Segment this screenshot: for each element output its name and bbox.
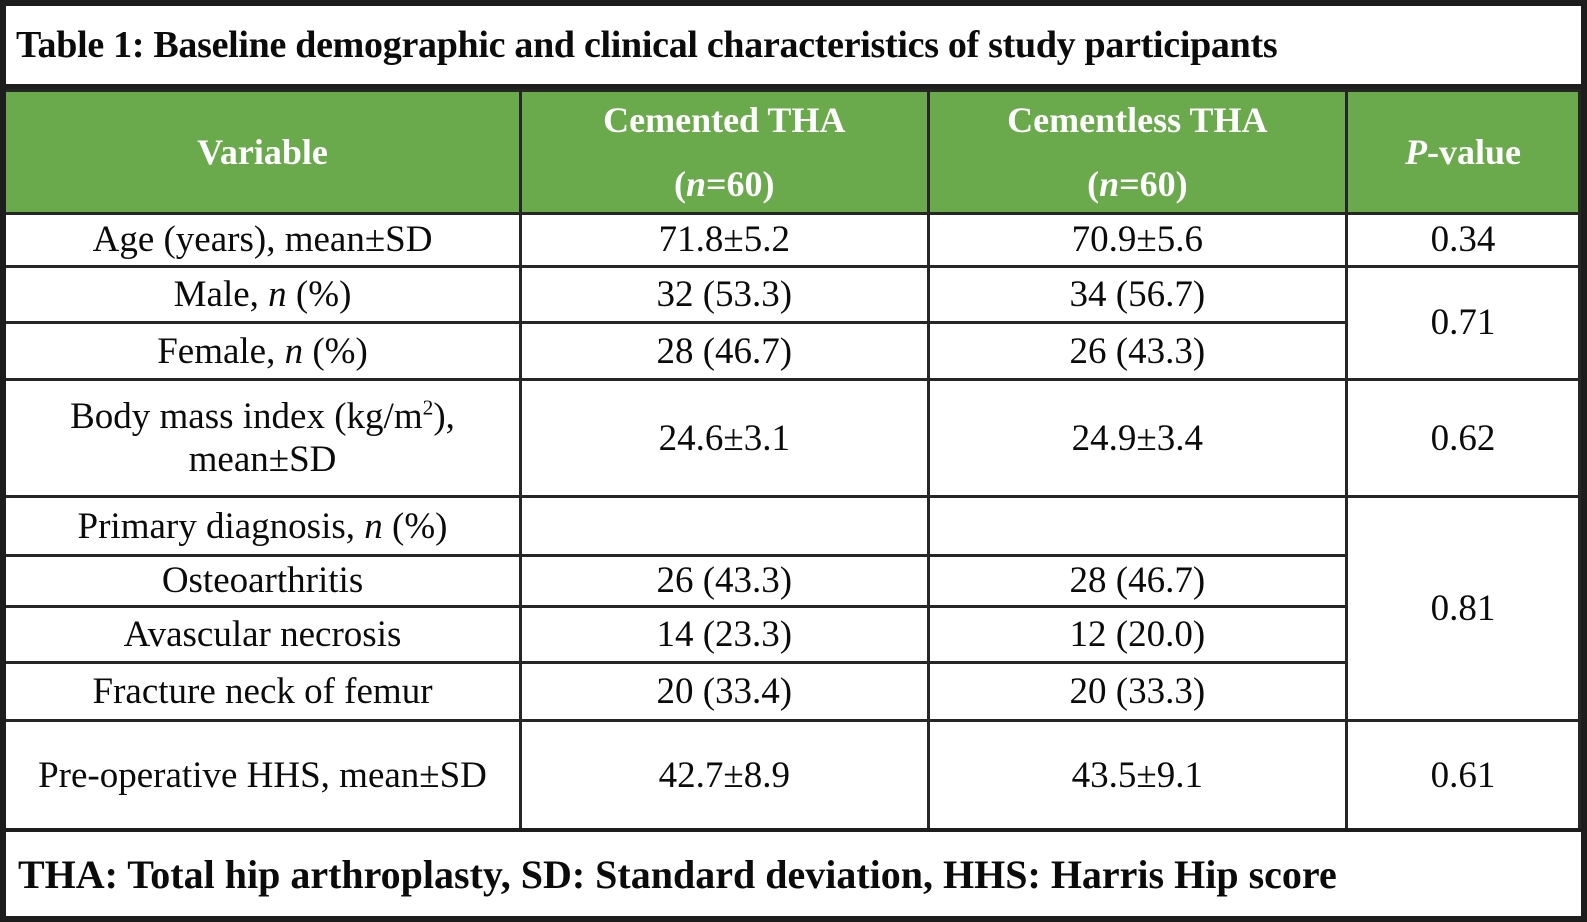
column-header-pvalue: P-value — [1345, 89, 1581, 215]
table-row-age: Age (years), mean±SD 71.8±5.2 70.9±5.6 0… — [6, 212, 1581, 268]
column-header-variable-label: Variable — [197, 132, 328, 172]
cell-cementless-value: 20 (33.3) — [926, 661, 1349, 723]
column-header-cemented-label: Cemented THA — [603, 100, 846, 140]
cell-pvalue: 0.71 — [1345, 264, 1581, 382]
column-header-cementless: Cementless THA (n=60) — [926, 89, 1349, 215]
cell-cementless-value: 26 (43.3) — [926, 321, 1349, 382]
table-row-fracture-neck: Fracture neck of femur 20 (33.4) 20 (33.… — [6, 661, 1580, 723]
table-row-osteoarthritis: Osteoarthritis 26 (43.3) 28 (46.7) — [6, 554, 1580, 608]
cell-variable: Age (years), mean±SD — [6, 212, 523, 268]
cell-cemented-value: 24.6±3.1 — [519, 378, 930, 499]
cell-cemented-value: 32 (53.3) — [519, 264, 930, 325]
table-footnote: THA: Total hip arthroplasty, SD: Standar… — [6, 828, 1581, 916]
table-row-female: Female, n (%) 28 (46.7) 26 (43.3) — [6, 321, 1580, 382]
cell-pvalue: 0.61 — [1345, 719, 1581, 828]
cell-cemented-value: 26 (43.3) — [519, 554, 930, 608]
cell-cemented-value: 14 (23.3) — [519, 604, 930, 665]
cell-cementless-value — [926, 495, 1349, 558]
cell-cementless-value: 28 (46.7) — [926, 554, 1349, 608]
cell-variable: Male, n (%) — [6, 264, 523, 325]
table-row-preop-hhs: Pre-operative HHS, mean±SD 42.7±8.9 43.5… — [6, 719, 1581, 828]
table-row-bmi: Body mass index (kg/m2), mean±SD 24.6±3.… — [6, 378, 1581, 499]
cell-pvalue: 0.81 — [1345, 495, 1581, 723]
cell-variable: Primary diagnosis, n (%) — [6, 495, 523, 558]
superscript: 2 — [422, 395, 434, 420]
cell-cemented-value: 20 (33.4) — [519, 661, 930, 723]
column-header-variable: Variable — [6, 89, 523, 215]
cell-variable: Osteoarthritis — [6, 554, 523, 608]
cell-cementless-value: 24.9±3.4 — [926, 378, 1349, 499]
column-header-cemented-n: (n=60) — [674, 164, 775, 204]
cell-cemented-value: 28 (46.7) — [519, 321, 930, 382]
cell-cemented-value: 42.7±8.9 — [519, 719, 930, 828]
cell-cementless-value: 43.5±9.1 — [926, 719, 1349, 828]
table-row-male: Male, n (%) 32 (53.3) 34 (56.7) 0.71 — [6, 264, 1581, 382]
table-title: Table 1: Baseline demographic and clinic… — [6, 6, 1581, 89]
cell-variable: Body mass index (kg/m2), mean±SD — [6, 378, 523, 499]
cell-cemented-value: 71.8±5.2 — [519, 212, 930, 268]
column-header-cementless-n: (n=60) — [1087, 164, 1188, 204]
cell-variable: Fracture neck of femur — [6, 661, 523, 723]
cell-cementless-value: 34 (56.7) — [926, 264, 1349, 325]
cell-variable: Pre-operative HHS, mean±SD — [6, 719, 523, 828]
cell-variable: Avascular necrosis — [6, 604, 523, 665]
cell-pvalue: 0.62 — [1345, 378, 1581, 499]
cell-cementless-value: 12 (20.0) — [926, 604, 1349, 665]
cell-pvalue: 0.34 — [1345, 212, 1581, 268]
data-table: Variable Cemented THA (n=60) Cementless … — [6, 89, 1581, 828]
cell-cementless-value: 70.9±5.6 — [926, 212, 1349, 268]
cell-cemented-value — [519, 495, 930, 558]
header-row: Variable Cemented THA (n=60) Cementless … — [6, 89, 1581, 215]
column-header-cemented: Cemented THA (n=60) — [519, 89, 930, 215]
column-header-cementless-label: Cementless THA — [1007, 100, 1268, 140]
table-row-avascular-necrosis: Avascular necrosis 14 (23.3) 12 (20.0) — [6, 604, 1580, 665]
cell-variable: Female, n (%) — [6, 321, 523, 382]
table-row-primary-diagnosis: Primary diagnosis, n (%) 0.81 — [6, 495, 1581, 723]
